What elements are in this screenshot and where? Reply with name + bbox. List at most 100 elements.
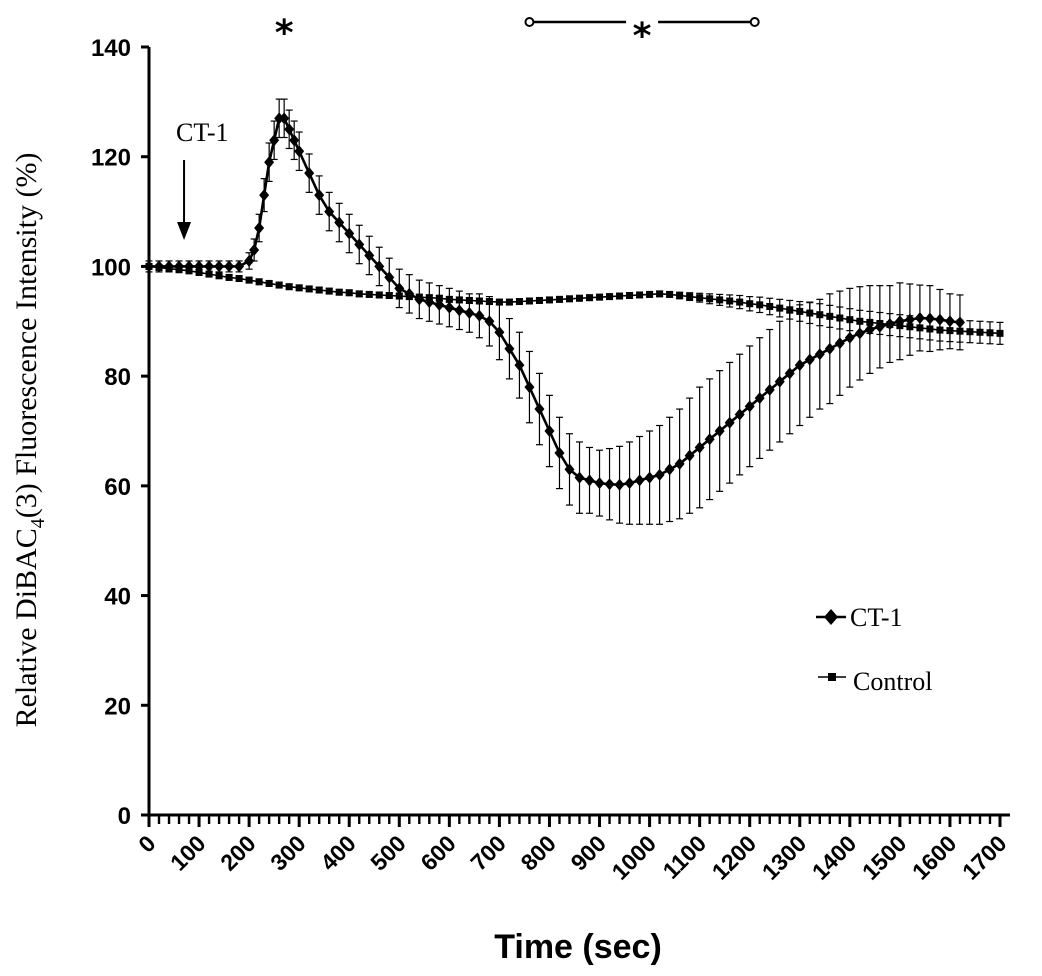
x-tick-label: 900 [566, 830, 612, 876]
ct1-point [954, 316, 965, 329]
ct1-point [794, 359, 805, 372]
x-tick-label: 1400 [807, 830, 862, 885]
x-tick-label: 500 [365, 830, 411, 876]
x-tick-label: 1600 [907, 830, 962, 885]
y-tick-label: 120 [91, 145, 131, 172]
control-point [956, 327, 964, 335]
y-tick-label: 60 [104, 474, 131, 501]
control-point [275, 281, 283, 289]
legend-control-marker [828, 673, 836, 681]
control-point [485, 298, 493, 306]
x-tick-label: 800 [515, 830, 561, 876]
control-point [966, 328, 974, 336]
ct1-point [934, 313, 945, 326]
ct1-point [424, 296, 435, 309]
control-markers [145, 262, 1004, 337]
ct1-point [464, 307, 475, 320]
control-point [946, 327, 954, 335]
ct1-point [664, 463, 675, 476]
control-point [636, 291, 644, 299]
control-point [706, 295, 714, 303]
y-axis-title: Relative DiBAC4(3) Fluorescence Intensit… [10, 153, 49, 728]
control-point [826, 312, 834, 320]
y-tick-label: 20 [104, 693, 131, 720]
ct1-point [574, 471, 585, 484]
ct1-point [524, 381, 535, 394]
legend-control-label: Control [853, 667, 932, 696]
x-tick-label: 700 [465, 830, 511, 876]
control-point [255, 278, 263, 286]
control-point [195, 268, 203, 276]
control-point [565, 295, 573, 303]
ct1-point [294, 145, 305, 158]
ct1-point [554, 446, 565, 459]
ct1-point [784, 367, 795, 380]
ct1-point [844, 331, 855, 344]
control-point [455, 296, 463, 304]
control-point [525, 297, 533, 305]
ct1-point [304, 167, 315, 180]
ct1-point [414, 293, 425, 306]
ct1-point [604, 478, 615, 491]
control-point [916, 324, 924, 332]
control-point [505, 298, 513, 306]
x-tick-label: 1000 [607, 830, 662, 885]
ct1-point [544, 425, 555, 437]
ct1-point [384, 271, 395, 284]
ct1-point [164, 260, 175, 273]
control-point [616, 292, 624, 300]
control-point [235, 274, 243, 282]
ct1-point [674, 457, 685, 470]
control-point [545, 296, 553, 304]
ct1-point [264, 156, 275, 169]
ct1-point [534, 403, 545, 416]
stimulus-arrow-icon [177, 160, 192, 240]
ct1-point [284, 123, 295, 136]
significance-bracket-start [524, 17, 535, 27]
x-tick-label: 600 [415, 830, 461, 876]
control-point [295, 284, 303, 292]
ct1-point [644, 471, 655, 484]
control-point [355, 290, 363, 298]
ct1-point [914, 311, 925, 324]
ct1-point [234, 260, 245, 273]
ct1-point [884, 318, 895, 331]
ct1-point [214, 260, 225, 273]
ct1-point [154, 260, 165, 273]
ct1-point [224, 260, 235, 273]
ct1-point [494, 326, 505, 339]
x-tick-label: 1200 [707, 830, 762, 885]
ct1-point [904, 313, 915, 326]
ct1-point [924, 312, 935, 325]
control-point [976, 328, 984, 336]
significance-star-peak: * [275, 13, 294, 54]
control-point [285, 283, 293, 291]
ct1-point [654, 468, 665, 481]
control-point [736, 298, 744, 306]
ct1-point [374, 260, 385, 273]
control-point [205, 270, 213, 278]
ct1-point [634, 474, 645, 487]
y-tick-label: 40 [104, 584, 131, 611]
ct1-point [324, 205, 335, 218]
control-point [576, 294, 584, 302]
legend-ct1-marker [824, 609, 838, 625]
ct1-point [814, 348, 825, 361]
ct1-point [444, 301, 455, 314]
control-point [646, 290, 654, 298]
x-tick-label: 200 [215, 830, 261, 876]
ct1-point [584, 474, 595, 487]
ct1-point [624, 477, 635, 490]
control-point [555, 295, 563, 303]
x-axis-title: Time (sec) [494, 928, 662, 966]
y-axis-title-part-1: Relative DiBAC [10, 528, 43, 727]
control-point [936, 326, 944, 334]
ct1-point [364, 249, 375, 262]
ct1-point [724, 416, 735, 429]
control-point [626, 292, 634, 300]
legend: CT-1 Control [816, 603, 932, 696]
significance-bracket-end [749, 17, 760, 27]
x-tick-label: 400 [315, 830, 361, 876]
ct1-point [394, 282, 405, 295]
